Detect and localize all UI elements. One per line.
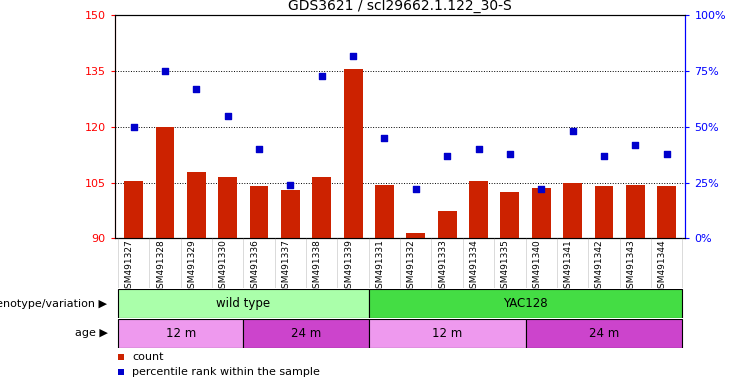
Text: GSM491329: GSM491329 [187, 240, 196, 294]
Point [222, 113, 233, 119]
Text: 24 m: 24 m [291, 327, 321, 339]
Point [535, 186, 547, 192]
Bar [594, 186, 614, 238]
Bar [469, 181, 488, 238]
Point [598, 153, 610, 159]
Bar [438, 210, 456, 238]
Bar [243, 319, 369, 348]
Point [629, 142, 641, 148]
Text: 12 m: 12 m [165, 327, 196, 339]
Bar [500, 192, 519, 238]
Text: count: count [132, 352, 164, 362]
Bar [657, 186, 676, 238]
Text: GSM491334: GSM491334 [470, 240, 479, 294]
Bar [406, 233, 425, 238]
Text: GSM491336: GSM491336 [250, 240, 259, 295]
Text: 12 m: 12 m [432, 327, 462, 339]
Bar [118, 319, 243, 348]
Point [127, 124, 139, 130]
Point [661, 151, 673, 157]
Text: GSM491340: GSM491340 [532, 240, 541, 294]
Text: 24 m: 24 m [589, 327, 619, 339]
Point [441, 153, 453, 159]
Bar [375, 185, 394, 238]
Bar [369, 289, 682, 318]
Point [379, 135, 391, 141]
Text: GSM491330: GSM491330 [219, 240, 227, 295]
Bar [118, 289, 369, 318]
Text: GSM491337: GSM491337 [282, 240, 290, 295]
Point [253, 146, 265, 152]
Bar [532, 188, 551, 238]
Bar [525, 319, 682, 348]
Point [285, 182, 296, 188]
Text: percentile rank within the sample: percentile rank within the sample [132, 367, 320, 377]
Text: GSM491338: GSM491338 [313, 240, 322, 295]
Text: GSM491344: GSM491344 [657, 240, 667, 294]
Text: GSM491331: GSM491331 [376, 240, 385, 295]
Title: GDS3621 / scl29662.1.122_30-S: GDS3621 / scl29662.1.122_30-S [288, 0, 512, 13]
Bar [219, 177, 237, 238]
Bar [156, 127, 174, 238]
Text: age ▶: age ▶ [75, 328, 107, 338]
Text: wild type: wild type [216, 297, 270, 310]
Bar [313, 177, 331, 238]
Text: genotype/variation ▶: genotype/variation ▶ [0, 298, 107, 309]
Bar [250, 186, 268, 238]
Point [190, 86, 202, 92]
Text: GSM491343: GSM491343 [626, 240, 635, 294]
Point [159, 68, 171, 74]
Text: GSM491328: GSM491328 [156, 240, 165, 294]
Bar [281, 190, 300, 238]
Bar [626, 185, 645, 238]
Bar [344, 69, 362, 238]
Text: GSM491335: GSM491335 [501, 240, 510, 295]
Point [567, 128, 579, 134]
Point [504, 151, 516, 157]
Text: GSM491339: GSM491339 [344, 240, 353, 295]
Text: GSM491342: GSM491342 [595, 240, 604, 294]
Point [316, 73, 328, 79]
Text: GSM491327: GSM491327 [124, 240, 133, 294]
Point [348, 53, 359, 59]
Point [473, 146, 485, 152]
Bar [124, 181, 143, 238]
Point [410, 186, 422, 192]
Text: GSM491333: GSM491333 [438, 240, 447, 295]
Bar [369, 319, 525, 348]
Bar [187, 172, 206, 238]
Bar [563, 183, 582, 238]
Text: GSM491332: GSM491332 [407, 240, 416, 294]
Text: YAC128: YAC128 [503, 297, 548, 310]
Text: GSM491341: GSM491341 [564, 240, 573, 294]
